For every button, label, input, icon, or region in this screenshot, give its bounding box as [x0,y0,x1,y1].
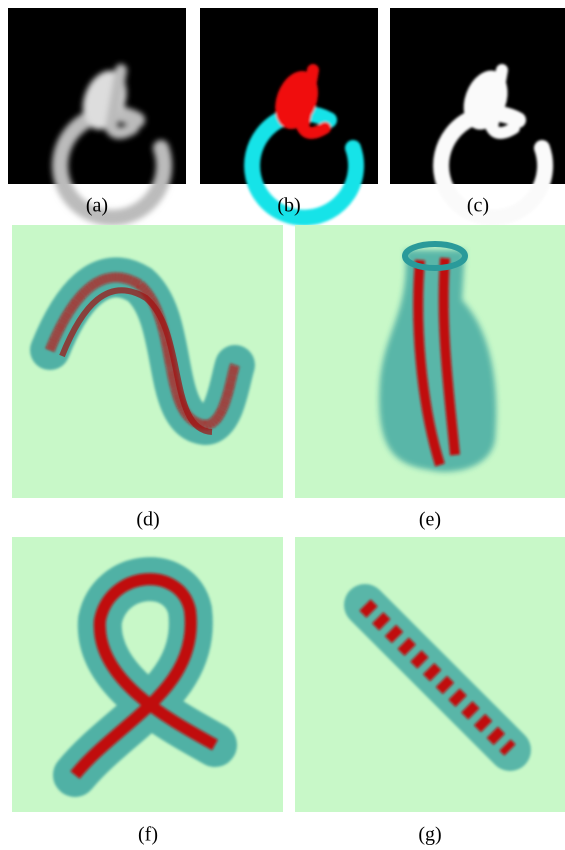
image-g [295,537,565,812]
image-e [295,225,565,498]
figure: (a) (b) (c) (d) (e) (f) (g) [0,0,565,850]
caption: (c) [467,195,489,217]
image-a [8,8,186,218]
image-d [12,225,283,498]
image-c [390,8,565,218]
image-b [200,8,378,218]
caption: (d) [136,509,159,531]
caption: (b) [277,195,300,217]
caption: (g) [418,824,441,846]
caption: (e) [419,509,441,531]
caption: (f) [138,824,158,846]
caption: (a) [86,195,108,217]
image-f [12,537,283,812]
